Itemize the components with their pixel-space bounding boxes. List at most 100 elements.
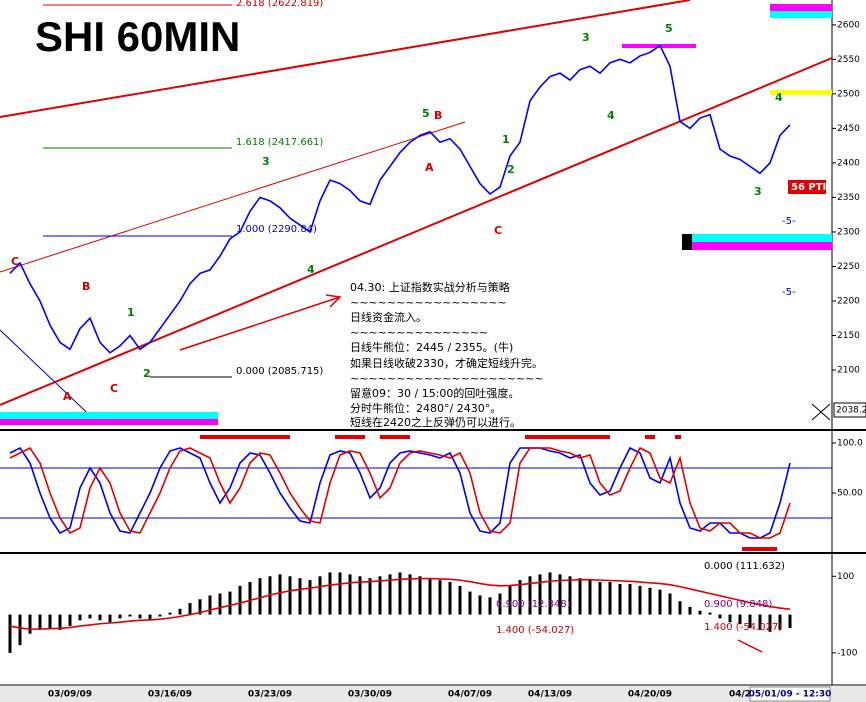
- bar: [708, 612, 712, 615]
- marker-bar: [770, 90, 832, 95]
- fib-label: 0.900 (12.848): [496, 599, 571, 610]
- fib-label: 0.900 (9.848): [704, 599, 772, 610]
- label-box: [788, 180, 826, 194]
- bar: [718, 614, 722, 619]
- note-line: 04.30: 上证指数实战分析与策略: [350, 280, 510, 294]
- bar: [618, 583, 622, 615]
- commentary: 04.30: 上证指数实战分析与策略 ~~~~~~~~~~~~~~~~~ 日线资…: [350, 280, 544, 429]
- bar: [448, 582, 452, 615]
- trend-line: [0, 0, 691, 118]
- series-line: [9, 577, 791, 630]
- bar: [388, 574, 392, 615]
- x-tick-label: 04/13/09: [528, 690, 572, 700]
- signal-bar: [200, 435, 290, 439]
- bar: [218, 593, 222, 615]
- x-tick-label: 03/23/09: [248, 690, 292, 700]
- note-line: 留意09：30 / 15:00的回吐强度。: [350, 386, 519, 400]
- arrow: [179, 296, 341, 351]
- bar: [28, 614, 32, 634]
- pti-label: 56 PTI: [791, 182, 826, 193]
- chart-title: SHI 60MIN: [35, 13, 240, 60]
- bar: [148, 614, 152, 621]
- wave-label: 5: [422, 107, 430, 120]
- arrow: [737, 639, 763, 653]
- y-tick-label: 2550: [837, 55, 860, 65]
- marker-bar: [682, 234, 692, 250]
- y-tick-label: 100: [837, 572, 854, 582]
- note-line: 短线在2420之上反弹仍可以进行。: [350, 415, 521, 429]
- bar: [318, 576, 322, 615]
- bar: [608, 582, 612, 615]
- bar: [98, 614, 102, 621]
- bar: [298, 578, 302, 615]
- wave-label: -5-: [782, 287, 796, 298]
- bar: [258, 578, 262, 615]
- y-tick-label: 2500: [837, 89, 860, 99]
- bar: [338, 572, 342, 615]
- note-line: 日线牛熊位：2445 / 2355。(牛): [350, 340, 513, 354]
- y-tick-label: 2450: [837, 124, 860, 134]
- wave-label: C: [110, 382, 118, 395]
- wave-label: 3: [582, 31, 590, 44]
- wave-label: 1: [502, 133, 510, 146]
- bar: [48, 614, 52, 628]
- bar: [188, 603, 192, 615]
- signal-bar: [525, 435, 610, 439]
- marker-bar: [0, 419, 218, 425]
- y-tick-label: 2350: [837, 193, 860, 203]
- signal-bar: [645, 435, 655, 439]
- trend-line: [0, 121, 466, 273]
- label-box: [833, 402, 866, 418]
- trend-line: [0, 329, 101, 426]
- y-tick-label: 2600: [837, 20, 860, 30]
- bar: [8, 614, 12, 653]
- fib-label: 1.000 (2290.84): [236, 224, 317, 235]
- bar: [738, 614, 742, 625]
- y-tick-label: 2400: [837, 158, 860, 168]
- bar: [428, 578, 432, 615]
- bar: [138, 614, 142, 619]
- signal-bar: [742, 547, 777, 551]
- bar: [118, 614, 122, 619]
- bar: [88, 614, 92, 619]
- bar: [288, 576, 292, 615]
- note-line: 分时牛熊位：2480°/ 2430°。: [350, 401, 501, 415]
- marker-bar: [682, 242, 832, 250]
- bar: [198, 599, 202, 615]
- bar: [238, 585, 242, 615]
- wave-label: 4: [775, 91, 783, 104]
- bar: [788, 614, 792, 628]
- annotations: 2.618 (2622.819) 1.618 (2417.661) 1.000 …: [11, 0, 866, 636]
- x-tick-label: 03/09/09: [48, 690, 92, 700]
- bar: [598, 582, 602, 615]
- bar: [588, 580, 592, 615]
- bar: [628, 583, 632, 615]
- note-line: 日线资金流入。: [350, 310, 427, 324]
- bar: [378, 576, 382, 615]
- y-tick-label: 2250: [837, 262, 860, 272]
- bar: [778, 614, 782, 630]
- wave-label: 3: [262, 155, 270, 168]
- bar: [358, 576, 362, 615]
- note-line: ~~~~~~~~~~~~~~~: [350, 326, 488, 339]
- bar: [558, 574, 562, 615]
- bar: [168, 612, 172, 615]
- last-price: 2038.2: [836, 406, 866, 416]
- fib-label: 1.618 (2417.661): [236, 137, 323, 148]
- bar: [528, 576, 532, 615]
- signal-bar: [675, 435, 681, 439]
- x-tick-label: 03/16/09: [148, 690, 192, 700]
- wave-label: 2: [143, 367, 151, 380]
- bar: [368, 578, 372, 615]
- bar: [768, 614, 772, 632]
- bar: [678, 601, 682, 615]
- series-line: [9, 446, 791, 539]
- wave-label: C: [11, 255, 19, 268]
- signal-bar: [335, 435, 365, 439]
- x-tick-label: 05/01/09 - 12:30: [749, 690, 832, 700]
- bar: [438, 580, 442, 615]
- bar: [158, 614, 162, 617]
- bar: [408, 574, 412, 615]
